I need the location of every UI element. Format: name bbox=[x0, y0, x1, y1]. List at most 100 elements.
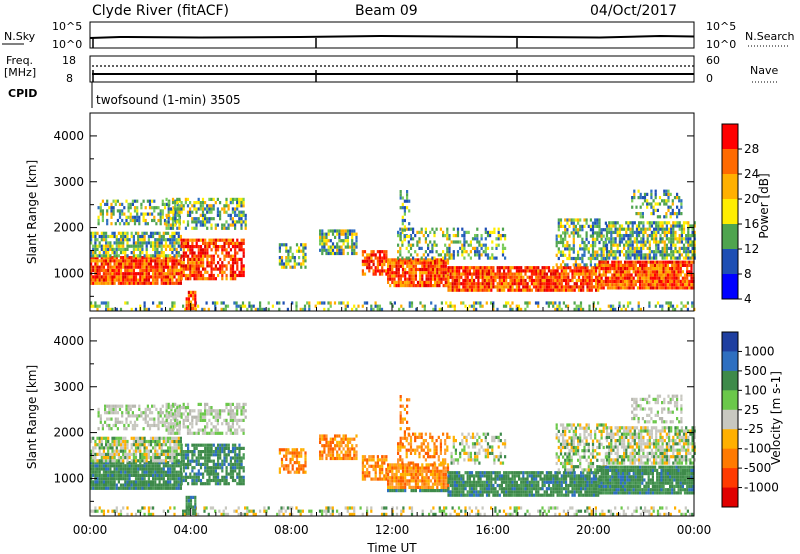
range-gate-cell bbox=[509, 304, 512, 308]
range-gate-cell bbox=[90, 473, 93, 477]
range-gate-cell bbox=[681, 260, 684, 264]
range-gate-cell bbox=[111, 275, 114, 279]
range-gate-cell bbox=[191, 267, 194, 271]
range-gate-cell bbox=[114, 407, 117, 411]
range-gate-cell bbox=[184, 478, 188, 483]
range-gate-cell bbox=[302, 256, 305, 260]
range-gate-cell bbox=[138, 215, 141, 219]
range-gate-cell bbox=[225, 220, 228, 224]
range-gate-cell bbox=[202, 462, 205, 466]
range-gate-cell bbox=[92, 456, 95, 460]
range-gate-cell bbox=[238, 248, 241, 252]
range-gate-cell bbox=[662, 267, 665, 271]
range-gate-cell bbox=[124, 480, 127, 484]
range-gate-cell bbox=[177, 443, 180, 447]
range-gate-cell bbox=[242, 273, 245, 278]
range-gate-cell bbox=[97, 215, 100, 219]
range-gate-cell bbox=[416, 230, 419, 234]
range-gate-cell bbox=[559, 237, 563, 241]
range-gate-cell bbox=[137, 483, 140, 487]
range-gate-cell bbox=[160, 449, 163, 453]
range-gate-cell bbox=[453, 266, 456, 270]
range-gate-cell bbox=[408, 267, 411, 272]
range-gate-cell bbox=[427, 274, 430, 278]
range-gate-cell bbox=[610, 246, 613, 250]
range-gate-cell bbox=[229, 248, 232, 252]
range-gate-cell bbox=[656, 260, 659, 264]
range-gate-cell bbox=[141, 278, 144, 282]
range-gate-cell bbox=[128, 278, 131, 282]
range-gate-cell bbox=[149, 461, 153, 465]
range-gate-cell bbox=[127, 209, 130, 213]
range-gate-cell bbox=[214, 277, 217, 281]
range-gate-cell bbox=[637, 307, 640, 311]
range-gate-cell bbox=[677, 260, 680, 264]
range-gate-cell bbox=[505, 301, 508, 305]
range-gate-cell bbox=[406, 261, 409, 265]
range-gate-cell bbox=[92, 446, 95, 450]
range-gate-cell bbox=[124, 473, 127, 477]
range-gate-cell bbox=[132, 452, 135, 456]
range-gate-cell bbox=[187, 254, 190, 258]
range-gate-cell bbox=[597, 285, 600, 289]
range-gate-cell bbox=[208, 220, 211, 224]
range-gate-cell bbox=[661, 246, 664, 250]
range-gate-cell bbox=[114, 202, 117, 206]
range-gate-cell bbox=[421, 271, 424, 275]
range-gate-cell bbox=[397, 234, 400, 238]
range-gate-cell bbox=[158, 443, 161, 447]
range-gate-cell bbox=[608, 227, 611, 231]
range-gate-cell bbox=[96, 272, 99, 276]
range-gate-cell bbox=[231, 197, 234, 201]
range-gate-cell bbox=[402, 307, 405, 311]
range-gate-cell bbox=[517, 304, 520, 308]
range-gate-cell bbox=[90, 268, 93, 272]
range-gate-cell bbox=[134, 480, 138, 484]
range-gate-cell bbox=[173, 486, 176, 490]
range-gate-cell bbox=[372, 262, 375, 267]
range-gate-cell bbox=[167, 201, 170, 205]
range-gate-cell bbox=[421, 304, 424, 308]
range-gate-cell bbox=[629, 240, 632, 244]
range-gate-cell bbox=[528, 288, 531, 292]
range-gate-cell bbox=[581, 228, 584, 232]
range-gate-cell bbox=[180, 254, 183, 258]
range-gate-cell bbox=[119, 449, 123, 453]
range-gate-cell bbox=[496, 269, 499, 273]
range-gate-cell bbox=[590, 288, 593, 292]
range-gate-cell bbox=[336, 229, 339, 233]
range-gate-cell bbox=[598, 218, 601, 222]
range-gate-cell bbox=[344, 232, 347, 236]
range-gate-cell bbox=[173, 473, 176, 477]
range-gate-cell bbox=[646, 234, 649, 238]
range-gate-cell bbox=[609, 263, 612, 267]
range-gate-cell bbox=[633, 246, 636, 250]
range-gate-cell bbox=[409, 246, 413, 250]
range-gate-cell bbox=[139, 452, 142, 456]
range-gate-cell bbox=[661, 250, 664, 254]
range-gate-cell bbox=[640, 243, 643, 247]
range-gate-cell bbox=[577, 234, 580, 238]
range-gate-cell bbox=[665, 189, 668, 193]
range-gate-cell bbox=[575, 278, 578, 283]
range-gate-cell bbox=[90, 456, 93, 460]
range-gate-cell bbox=[554, 307, 557, 311]
range-gate-cell bbox=[229, 267, 232, 271]
range-gate-cell bbox=[159, 407, 162, 411]
range-gate-cell bbox=[652, 199, 655, 203]
range-gate-cell bbox=[515, 288, 518, 292]
range-gate-cell bbox=[687, 237, 690, 241]
range-gate-cell bbox=[442, 274, 445, 278]
range-gate-cell bbox=[94, 231, 97, 235]
range-gate-cell bbox=[143, 464, 146, 468]
range-gate-cell bbox=[128, 262, 131, 266]
range-gate-cell bbox=[167, 231, 170, 235]
range-gate-cell bbox=[192, 294, 195, 298]
range-gate-cell bbox=[141, 439, 144, 444]
range-gate-cell bbox=[449, 266, 452, 270]
range-gate-cell bbox=[201, 204, 205, 208]
range-gate-cell bbox=[158, 480, 161, 484]
range-gate-cell bbox=[645, 273, 648, 277]
range-gate-cell bbox=[568, 218, 571, 222]
